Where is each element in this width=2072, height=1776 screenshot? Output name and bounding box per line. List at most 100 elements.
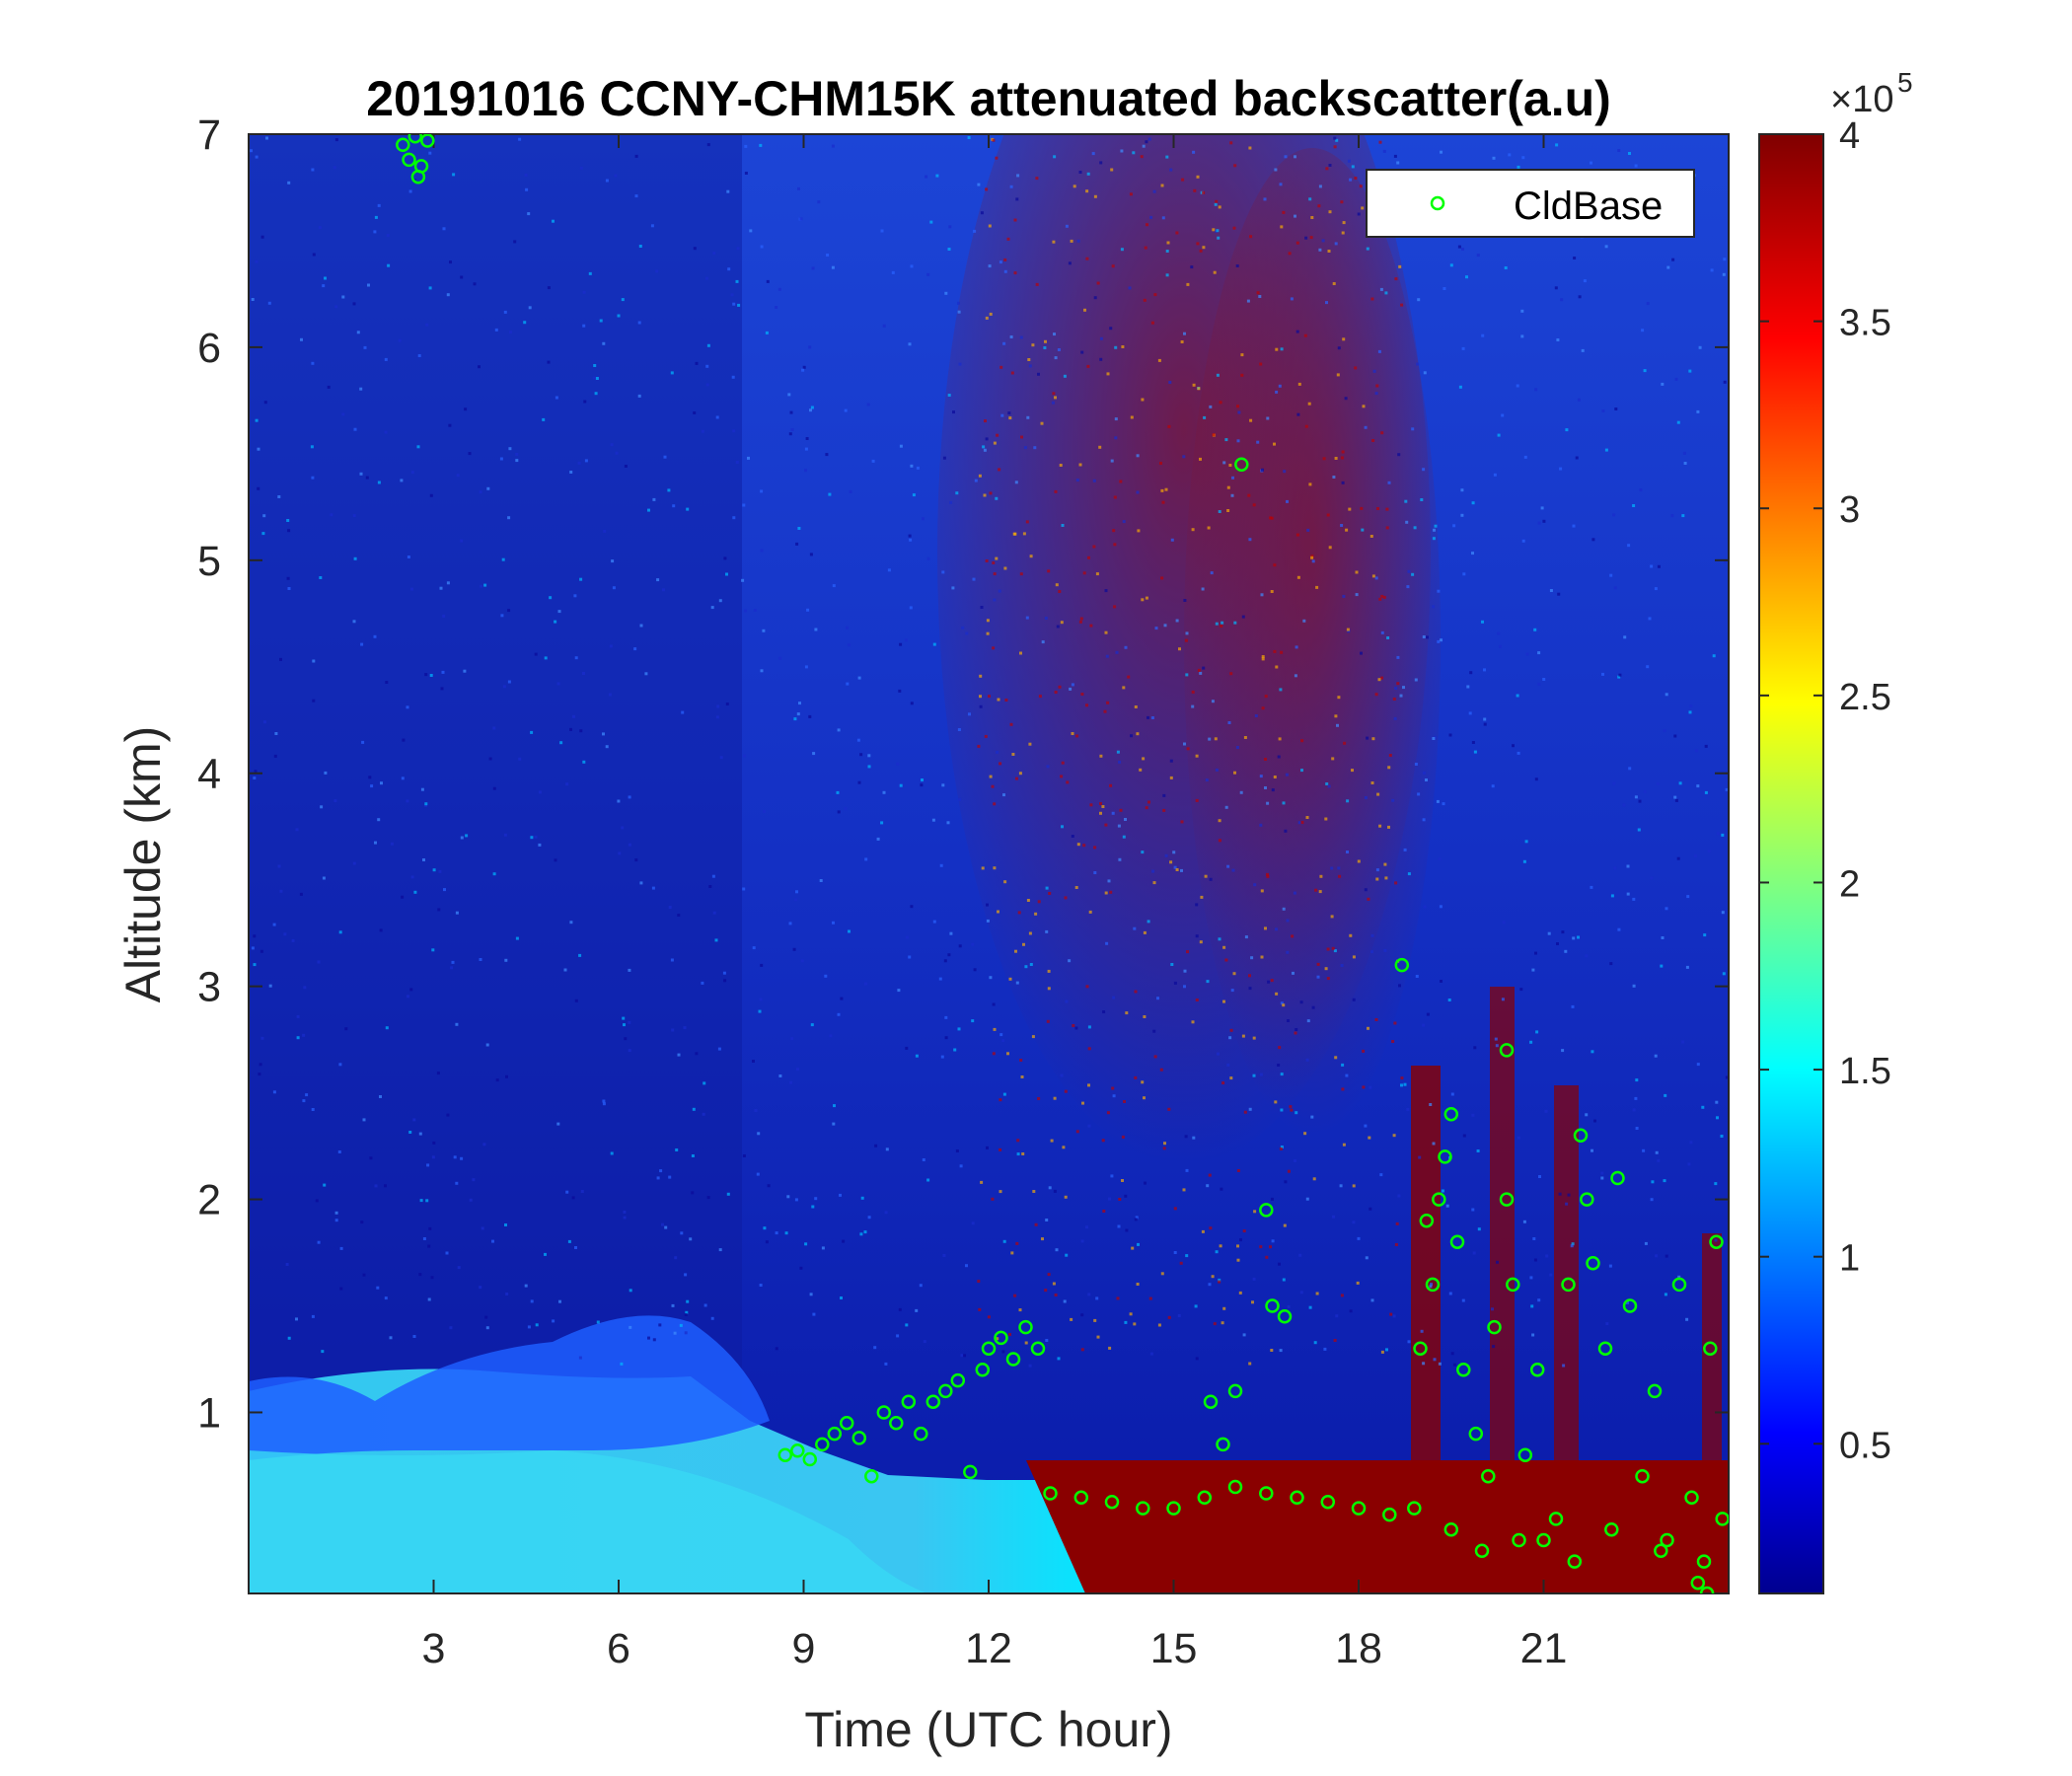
cldbase-point xyxy=(1660,1532,1674,1548)
colorbar-tick-label-7: 4 xyxy=(1839,115,1860,157)
cldbase-point xyxy=(1382,1507,1397,1522)
cldbase-point xyxy=(1443,1106,1459,1122)
cldbase-point xyxy=(1580,1192,1594,1207)
cldbase-point xyxy=(815,1437,830,1452)
cldbase-point xyxy=(1043,1486,1058,1501)
y-tick-label-3: 3 xyxy=(197,964,221,1011)
y-tick-label-4: 4 xyxy=(197,751,221,798)
cldbase-point xyxy=(1259,1486,1274,1501)
legend-marker xyxy=(1430,195,1445,211)
cldbase-point xyxy=(1690,1575,1706,1591)
cldbase-point xyxy=(925,1394,941,1409)
cldbase-point xyxy=(777,1447,793,1462)
cldbase-point xyxy=(1320,1494,1336,1510)
cldbase-markers xyxy=(396,134,1729,1593)
cldbase-point xyxy=(1703,1341,1718,1356)
cldbase-point xyxy=(1104,1494,1120,1510)
cldbase-point xyxy=(1586,1256,1600,1271)
y-tick-label-7: 7 xyxy=(197,111,221,159)
cldbase-point xyxy=(864,1468,879,1484)
cldbase-point xyxy=(914,1426,928,1442)
cldbase-point xyxy=(1456,1363,1471,1377)
cldbase-point xyxy=(1277,1309,1293,1324)
cldbase-point xyxy=(1468,1426,1484,1442)
cldbase-point xyxy=(1290,1490,1304,1506)
y-tick-label-1: 1 xyxy=(197,1389,221,1437)
cldbase-point xyxy=(1529,1363,1545,1377)
cldbase-point xyxy=(1005,1352,1021,1367)
colorbar-multiplier: ×10 xyxy=(1830,79,1893,120)
cldbase-point xyxy=(1671,1277,1687,1293)
x-axis-label: Time (UTC hour) xyxy=(804,1702,1172,1757)
cldbase-point xyxy=(876,1405,892,1420)
cldbase-point xyxy=(963,1464,978,1480)
cldbase-point xyxy=(1567,1554,1583,1569)
cldbase-point xyxy=(407,134,423,144)
cldbase-point xyxy=(1699,1586,1715,1593)
cldbase-point xyxy=(396,137,410,153)
cldbase-point xyxy=(1499,1192,1515,1207)
cldbase-point xyxy=(901,1394,917,1409)
cldbase-point xyxy=(950,1372,966,1388)
cldbase-point xyxy=(1715,1512,1729,1526)
cldbase-point xyxy=(1166,1501,1181,1516)
cldbase-point xyxy=(1443,1521,1459,1537)
colorbar-tick-label-1: 1 xyxy=(1839,1238,1860,1280)
y-tick-label-2: 2 xyxy=(197,1177,221,1224)
colorbar-tick-label-5: 3 xyxy=(1839,489,1860,531)
cldbase-point xyxy=(420,134,435,148)
colorbar: 0.5 1 1.5 2 2.5 3 3.5 4 ×10 5 xyxy=(1758,67,1913,1594)
colorbar-tick-label-4: 2.5 xyxy=(1839,677,1891,718)
cldbase-point xyxy=(1654,1543,1668,1559)
cldbase-point xyxy=(1573,1128,1589,1144)
cldbase-point xyxy=(1136,1501,1150,1516)
cldbase-point xyxy=(1216,1437,1230,1452)
cldbase-point xyxy=(851,1431,867,1445)
cldbase-point xyxy=(1203,1394,1219,1409)
cldbase-point xyxy=(981,1341,997,1356)
x-tick-label-15: 15 xyxy=(1150,1625,1198,1672)
chart-title: 20191016 CCNY-CHM15K attenuated backscat… xyxy=(366,71,1611,126)
cldbase-point xyxy=(1487,1319,1502,1335)
cldbase-point xyxy=(1197,1490,1213,1506)
legend: CldBase xyxy=(1366,169,1695,238)
cldbase-point xyxy=(1259,1203,1274,1218)
cldbase-point xyxy=(1227,1479,1243,1495)
cldbase-point xyxy=(1073,1490,1089,1506)
x-tick-label-6: 6 xyxy=(607,1625,630,1672)
colorbar-tick-label-0: 0.5 xyxy=(1839,1425,1891,1466)
cldbase-point xyxy=(1227,1383,1243,1399)
cldbase-point xyxy=(1394,957,1410,973)
cldbase-point xyxy=(1548,1512,1564,1526)
cldbase-point xyxy=(1438,1149,1452,1164)
cldbase-point xyxy=(1413,1341,1428,1356)
cldbase-point xyxy=(1474,1543,1490,1559)
y-axis-label: Altitude (km) xyxy=(115,726,171,1003)
cldbase-point xyxy=(410,169,426,185)
cldbase-point xyxy=(975,1363,991,1377)
cldbase-point xyxy=(1499,1043,1515,1058)
x-tick-label-9: 9 xyxy=(792,1625,816,1672)
cldbase-point xyxy=(1481,1468,1496,1484)
cldbase-point xyxy=(1597,1341,1613,1356)
cldbase-point xyxy=(790,1443,805,1458)
cldbase-point xyxy=(1517,1447,1533,1462)
cldbase-point xyxy=(938,1383,953,1399)
cldbase-point xyxy=(1610,1170,1625,1186)
cldbase-point xyxy=(1604,1521,1619,1537)
legend-entry-cldbase: CldBase xyxy=(1514,185,1663,228)
cldbase-point xyxy=(1506,1277,1520,1293)
cldbase-point xyxy=(1407,1501,1422,1516)
cldbase-point xyxy=(1030,1341,1046,1356)
cldbase-point xyxy=(1265,1298,1280,1313)
y-tick-label-6: 6 xyxy=(197,325,221,372)
cldbase-point xyxy=(1018,1319,1033,1335)
cldbase-point xyxy=(1696,1554,1712,1569)
cldbase-point xyxy=(1419,1213,1435,1228)
cldbase-point xyxy=(994,1330,1008,1346)
cldbase-point xyxy=(1561,1277,1576,1293)
cldbase-point xyxy=(1536,1532,1551,1548)
x-tick-label-12: 12 xyxy=(965,1625,1012,1672)
cldbase-point xyxy=(1635,1468,1650,1484)
